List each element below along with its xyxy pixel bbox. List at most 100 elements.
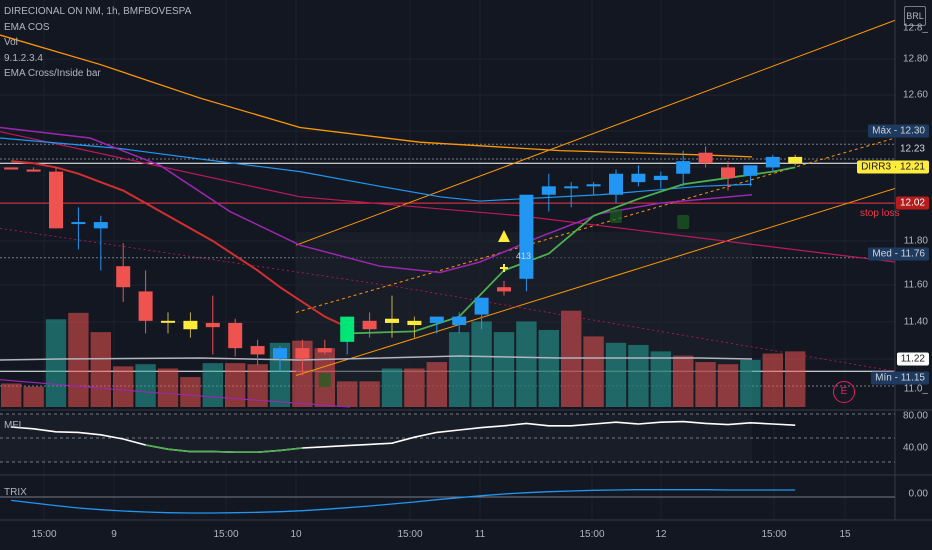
- candle-body: [631, 173, 646, 183]
- symbol-value: 12.21: [899, 161, 925, 173]
- candle-body: [743, 165, 758, 176]
- trix-tick-0: 0.00: [908, 488, 928, 500]
- volume-bar: [762, 353, 783, 407]
- volume-bar: [426, 362, 447, 407]
- candle-body: [317, 348, 332, 353]
- volume-bar: [561, 310, 582, 407]
- x-tick-3: 10: [290, 529, 302, 540]
- x-tick-6: 15:00: [579, 529, 605, 540]
- channel-upper: [295, 19, 896, 246]
- x-tick-7: 12: [655, 529, 667, 540]
- mfi-line-path: [11, 420, 796, 454]
- volume-bar: [516, 321, 537, 407]
- volume-annotation: 413: [516, 251, 532, 261]
- candle-body: [93, 222, 108, 229]
- volume-bar: [1, 383, 22, 407]
- candle-body: [721, 167, 735, 178]
- stop-loss-label: stop loss: [860, 208, 900, 219]
- mfi-line: [0, 413, 895, 463]
- volume-bar: [717, 364, 739, 407]
- volume-bar: [605, 342, 627, 407]
- downtrend-line: [0, 131, 896, 263]
- x-tick-4: 15:00: [397, 529, 423, 540]
- mfi-tick-40: 40.00: [902, 442, 928, 454]
- candle-body: [452, 316, 467, 326]
- line-price-badge-2: 11.22: [896, 352, 929, 366]
- volume-bar: [449, 332, 470, 407]
- volume-bar: [785, 351, 806, 407]
- indicator-ema-cos[interactable]: EMA COS: [4, 21, 50, 33]
- ma-grey: [0, 355, 753, 361]
- y-tick-bottom-partial: 11.0_: [903, 383, 928, 395]
- volume-bar: [538, 329, 559, 407]
- mfi-oversold-segment: [145, 444, 303, 454]
- line-price-badge-1: 12.23: [899, 143, 925, 155]
- volume-bar: [359, 381, 380, 407]
- med-price-badge: Med - 11.76: [868, 247, 929, 261]
- currency-button[interactable]: BRL: [904, 6, 926, 26]
- arrow-up-marker-icon: [522, 230, 531, 236]
- plus-marker-icon: [500, 264, 508, 272]
- x-tick-1: 9: [111, 529, 117, 540]
- channel-lower: [295, 187, 896, 376]
- volume-bar: [673, 355, 694, 407]
- indicator-ema-cross[interactable]: EMA Cross/Inside bar: [4, 68, 101, 79]
- volume-bar: [583, 336, 604, 407]
- volume-bar: [202, 363, 223, 407]
- candle-body: [497, 287, 511, 292]
- stop-price-badge: 12.02: [895, 196, 929, 210]
- candle-body: [586, 184, 601, 187]
- min-price-badge: Mín - 11.15: [871, 371, 929, 385]
- ema-orange: [0, 34, 753, 158]
- symbol-label: DIRR3: [861, 161, 892, 173]
- candle-body: [340, 316, 355, 342]
- volume-bar: [135, 364, 156, 407]
- volume-bar: [247, 364, 268, 407]
- mfi-band: [0, 414, 752, 462]
- trix-line-path: [11, 489, 796, 514]
- min-price-value: 11.15: [900, 372, 925, 384]
- candle-body: [609, 173, 623, 195]
- candle-body: [161, 320, 175, 323]
- candle-body: [541, 186, 556, 195]
- candle-body: [698, 152, 713, 164]
- flag-marker-icon: [318, 373, 331, 387]
- x-tick-9: 15: [839, 529, 851, 540]
- candlesticks: [4, 146, 803, 376]
- volume-bar: [157, 368, 179, 407]
- support-line: [0, 379, 351, 408]
- volume-bar: [113, 366, 134, 407]
- ema-lines: [0, 19, 896, 408]
- candle-body: [362, 320, 377, 330]
- trix-line: [0, 489, 895, 514]
- volume-bar: [225, 363, 246, 407]
- candle-body: [116, 266, 131, 288]
- volume-bar: [471, 321, 492, 407]
- candle-body: [474, 297, 489, 315]
- candle-body: [407, 320, 422, 326]
- earnings-event-badge[interactable]: E: [833, 381, 855, 403]
- max-price-value: 12.30: [899, 125, 925, 137]
- triangle-marker-icon: [498, 230, 510, 242]
- volume-bar: [628, 344, 649, 407]
- candle-body: [228, 322, 243, 349]
- volume-bars: [1, 310, 806, 407]
- candle-body: [788, 156, 803, 164]
- indicator-vol[interactable]: Vol: [4, 37, 18, 48]
- volume-bar: [381, 368, 403, 407]
- mfi-pane-title: MFI: [4, 420, 22, 431]
- candle-body: [49, 171, 63, 229]
- indicator-91234[interactable]: 9.1.2.3.4: [4, 52, 43, 64]
- flag-marker-icon: [610, 209, 622, 223]
- volume-bar: [180, 377, 201, 407]
- candle-body: [385, 318, 399, 323]
- volume-bar: [404, 368, 425, 407]
- mfi-tick-80: 80.00: [902, 410, 928, 422]
- candle-body: [250, 346, 265, 355]
- flag-marker-icon: [677, 215, 690, 229]
- volume-bar: [740, 359, 761, 407]
- candle-body: [273, 348, 287, 359]
- y-tick-12-80: 12.80: [902, 53, 928, 65]
- candle-body: [676, 161, 691, 174]
